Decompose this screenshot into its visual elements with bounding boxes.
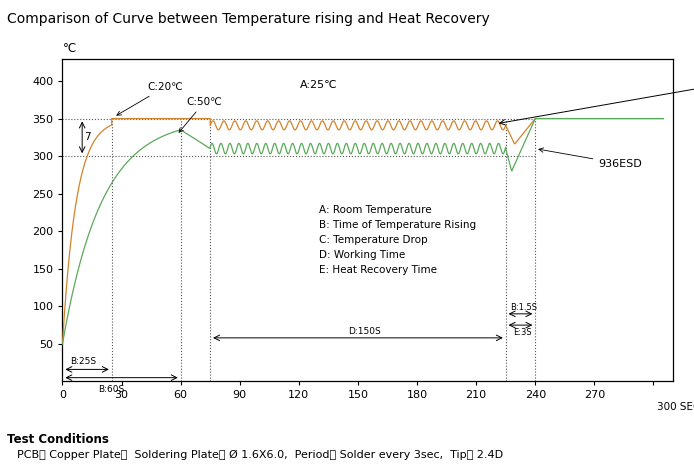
Text: C:20℃: C:20℃ [117,82,183,115]
Text: Comparison of Curve between Temperature rising and Heat Recovery: Comparison of Curve between Temperature … [7,12,490,26]
Text: 7: 7 [84,132,91,142]
Text: C: Temperature Drop: C: Temperature Drop [319,235,428,245]
Text: E: Heat Recovery Time: E: Heat Recovery Time [319,265,437,275]
Text: E:3S: E:3S [514,328,532,337]
Text: B:60S: B:60S [98,385,124,394]
Text: A:25℃: A:25℃ [300,80,337,90]
Text: °C: °C [62,42,76,55]
Text: C:50℃: C:50℃ [179,97,222,132]
Text: A: Room Temperature: A: Room Temperature [319,205,431,215]
Text: KS-200DH: KS-200DH [500,73,694,125]
Text: 300 SEC: 300 SEC [657,402,694,412]
Text: B:25S: B:25S [70,358,96,366]
Text: D:150S: D:150S [348,327,381,336]
Text: Test Conditions: Test Conditions [7,433,109,446]
Text: B:1.5S: B:1.5S [509,303,536,312]
Text: 936ESD: 936ESD [539,148,642,168]
Text: B: Time of Temperature Rising: B: Time of Temperature Rising [319,220,475,230]
Text: PCB： Copper Plate，  Soldering Plate： Ø 1.6X6.0,  Period： Solder every 3sec,  Tip: PCB： Copper Plate， Soldering Plate： Ø 1.… [17,450,503,461]
Text: D: Working Time: D: Working Time [319,250,405,260]
